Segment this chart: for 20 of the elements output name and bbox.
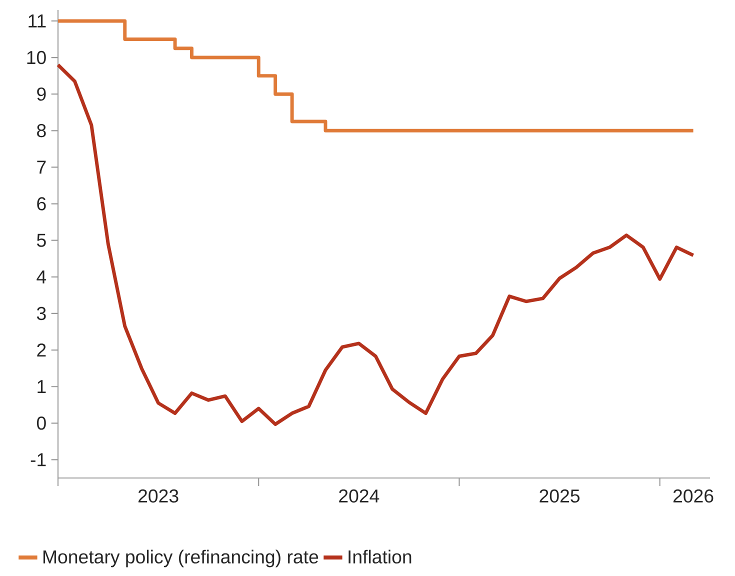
y-tick-label: -1 bbox=[30, 453, 46, 466]
y-tick-label: 1 bbox=[38, 380, 46, 394]
legend-label: Monetary policy (refinancing) rate bbox=[43, 550, 318, 568]
y-tick-label: 3 bbox=[36, 306, 46, 320]
x-tick-label: 2026 bbox=[673, 489, 714, 503]
y-tick-label: 4 bbox=[36, 270, 46, 284]
x-tick-label: 2025 bbox=[540, 489, 580, 503]
y-tick-label: 6 bbox=[37, 197, 46, 210]
y-tick-label: 11 bbox=[28, 14, 46, 28]
y-tick-label: 9 bbox=[37, 87, 46, 101]
y-tick-label: 5 bbox=[36, 234, 46, 247]
y-tick-label: 0 bbox=[36, 416, 46, 430]
x-tick-label: 2024 bbox=[339, 489, 380, 503]
y-tick-label: 10 bbox=[27, 50, 46, 64]
y-tick-label: 7 bbox=[37, 160, 46, 174]
legend-label: Inflation bbox=[348, 550, 412, 564]
line-series bbox=[56, 63, 696, 426]
x-tick-label: 2023 bbox=[138, 489, 178, 503]
y-tick-label: 8 bbox=[37, 124, 46, 138]
y-tick-label: 2 bbox=[37, 344, 46, 357]
